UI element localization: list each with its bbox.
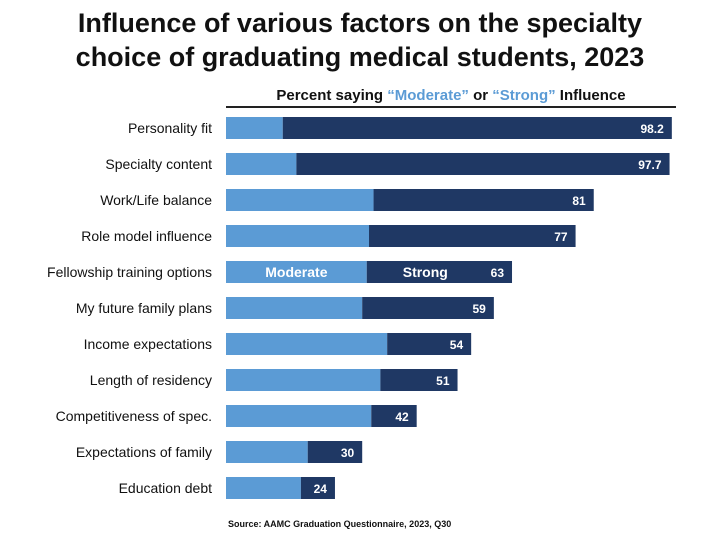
bar-strong <box>307 441 363 463</box>
bar-moderate <box>226 117 283 139</box>
chart-title-line-1: Influence of various factors on the spec… <box>77 8 643 38</box>
category-label: Competitiveness of spec. <box>56 408 212 424</box>
bar-strong <box>369 225 576 247</box>
bar-strong <box>371 405 417 427</box>
bar-moderate <box>226 189 374 211</box>
category-label: Education debt <box>119 480 213 496</box>
total-value-label: 24 <box>314 482 328 496</box>
category-label: Personality fit <box>128 120 212 136</box>
bar-strong <box>362 297 494 319</box>
category-label: My future family plans <box>76 300 212 316</box>
bar-moderate <box>226 441 308 463</box>
legend-label-strong: Strong <box>403 264 448 280</box>
bar-strong <box>380 369 458 391</box>
chart-title: Influence of various factors on the spec… <box>0 6 720 74</box>
bar-strong <box>366 261 513 283</box>
subtitle-moderate-word: “Moderate” <box>387 87 469 104</box>
subtitle-prefix: Percent saying <box>276 87 388 104</box>
bar-moderate <box>226 477 301 499</box>
bar-moderate <box>226 369 381 391</box>
bar-strong <box>282 117 672 139</box>
category-label: Role model influence <box>81 228 212 244</box>
total-value-label: 42 <box>395 410 409 424</box>
bar-strong <box>387 333 472 355</box>
total-value-label: 98.2 <box>640 122 664 136</box>
total-value-label: 30 <box>341 446 355 460</box>
bar-strong <box>300 477 335 499</box>
bar-moderate <box>226 153 297 175</box>
category-label: Specialty content <box>105 156 212 172</box>
bar-moderate <box>226 297 363 319</box>
bar-strong <box>296 153 670 175</box>
bar-moderate <box>226 225 370 247</box>
category-label: Expectations of family <box>76 444 212 460</box>
total-value-label: 81 <box>572 194 586 208</box>
total-value-label: 63 <box>491 266 505 280</box>
bar-moderate <box>226 405 372 427</box>
chart-title-line-2: choice of graduating medical students, 2… <box>75 42 645 72</box>
category-label: Work/Life balance <box>100 192 212 208</box>
subtitle-middle: or <box>468 87 493 104</box>
total-value-label: 54 <box>450 338 464 352</box>
total-value-label: 97.7 <box>638 158 662 172</box>
bar-moderate <box>226 261 367 283</box>
category-label: Income expectations <box>84 336 212 352</box>
legend-label-moderate: Moderate <box>265 264 327 280</box>
category-label: Fellowship training options <box>47 264 212 280</box>
top-axis-line <box>226 106 676 108</box>
total-value-label: 51 <box>436 374 450 388</box>
bar-moderate <box>226 333 388 355</box>
total-value-label: 77 <box>554 230 568 244</box>
subtitle-suffix: Influence <box>555 87 626 104</box>
category-label: Length of residency <box>90 372 212 388</box>
bar-strong <box>373 189 594 211</box>
chart-subtitle: Percent saying “Moderate” or “Strong” In… <box>226 87 676 104</box>
chart-source: Source: AAMC Graduation Questionnaire, 2… <box>228 519 452 529</box>
subtitle-strong-word: “Strong” <box>492 87 556 104</box>
total-value-label: 59 <box>473 302 487 316</box>
